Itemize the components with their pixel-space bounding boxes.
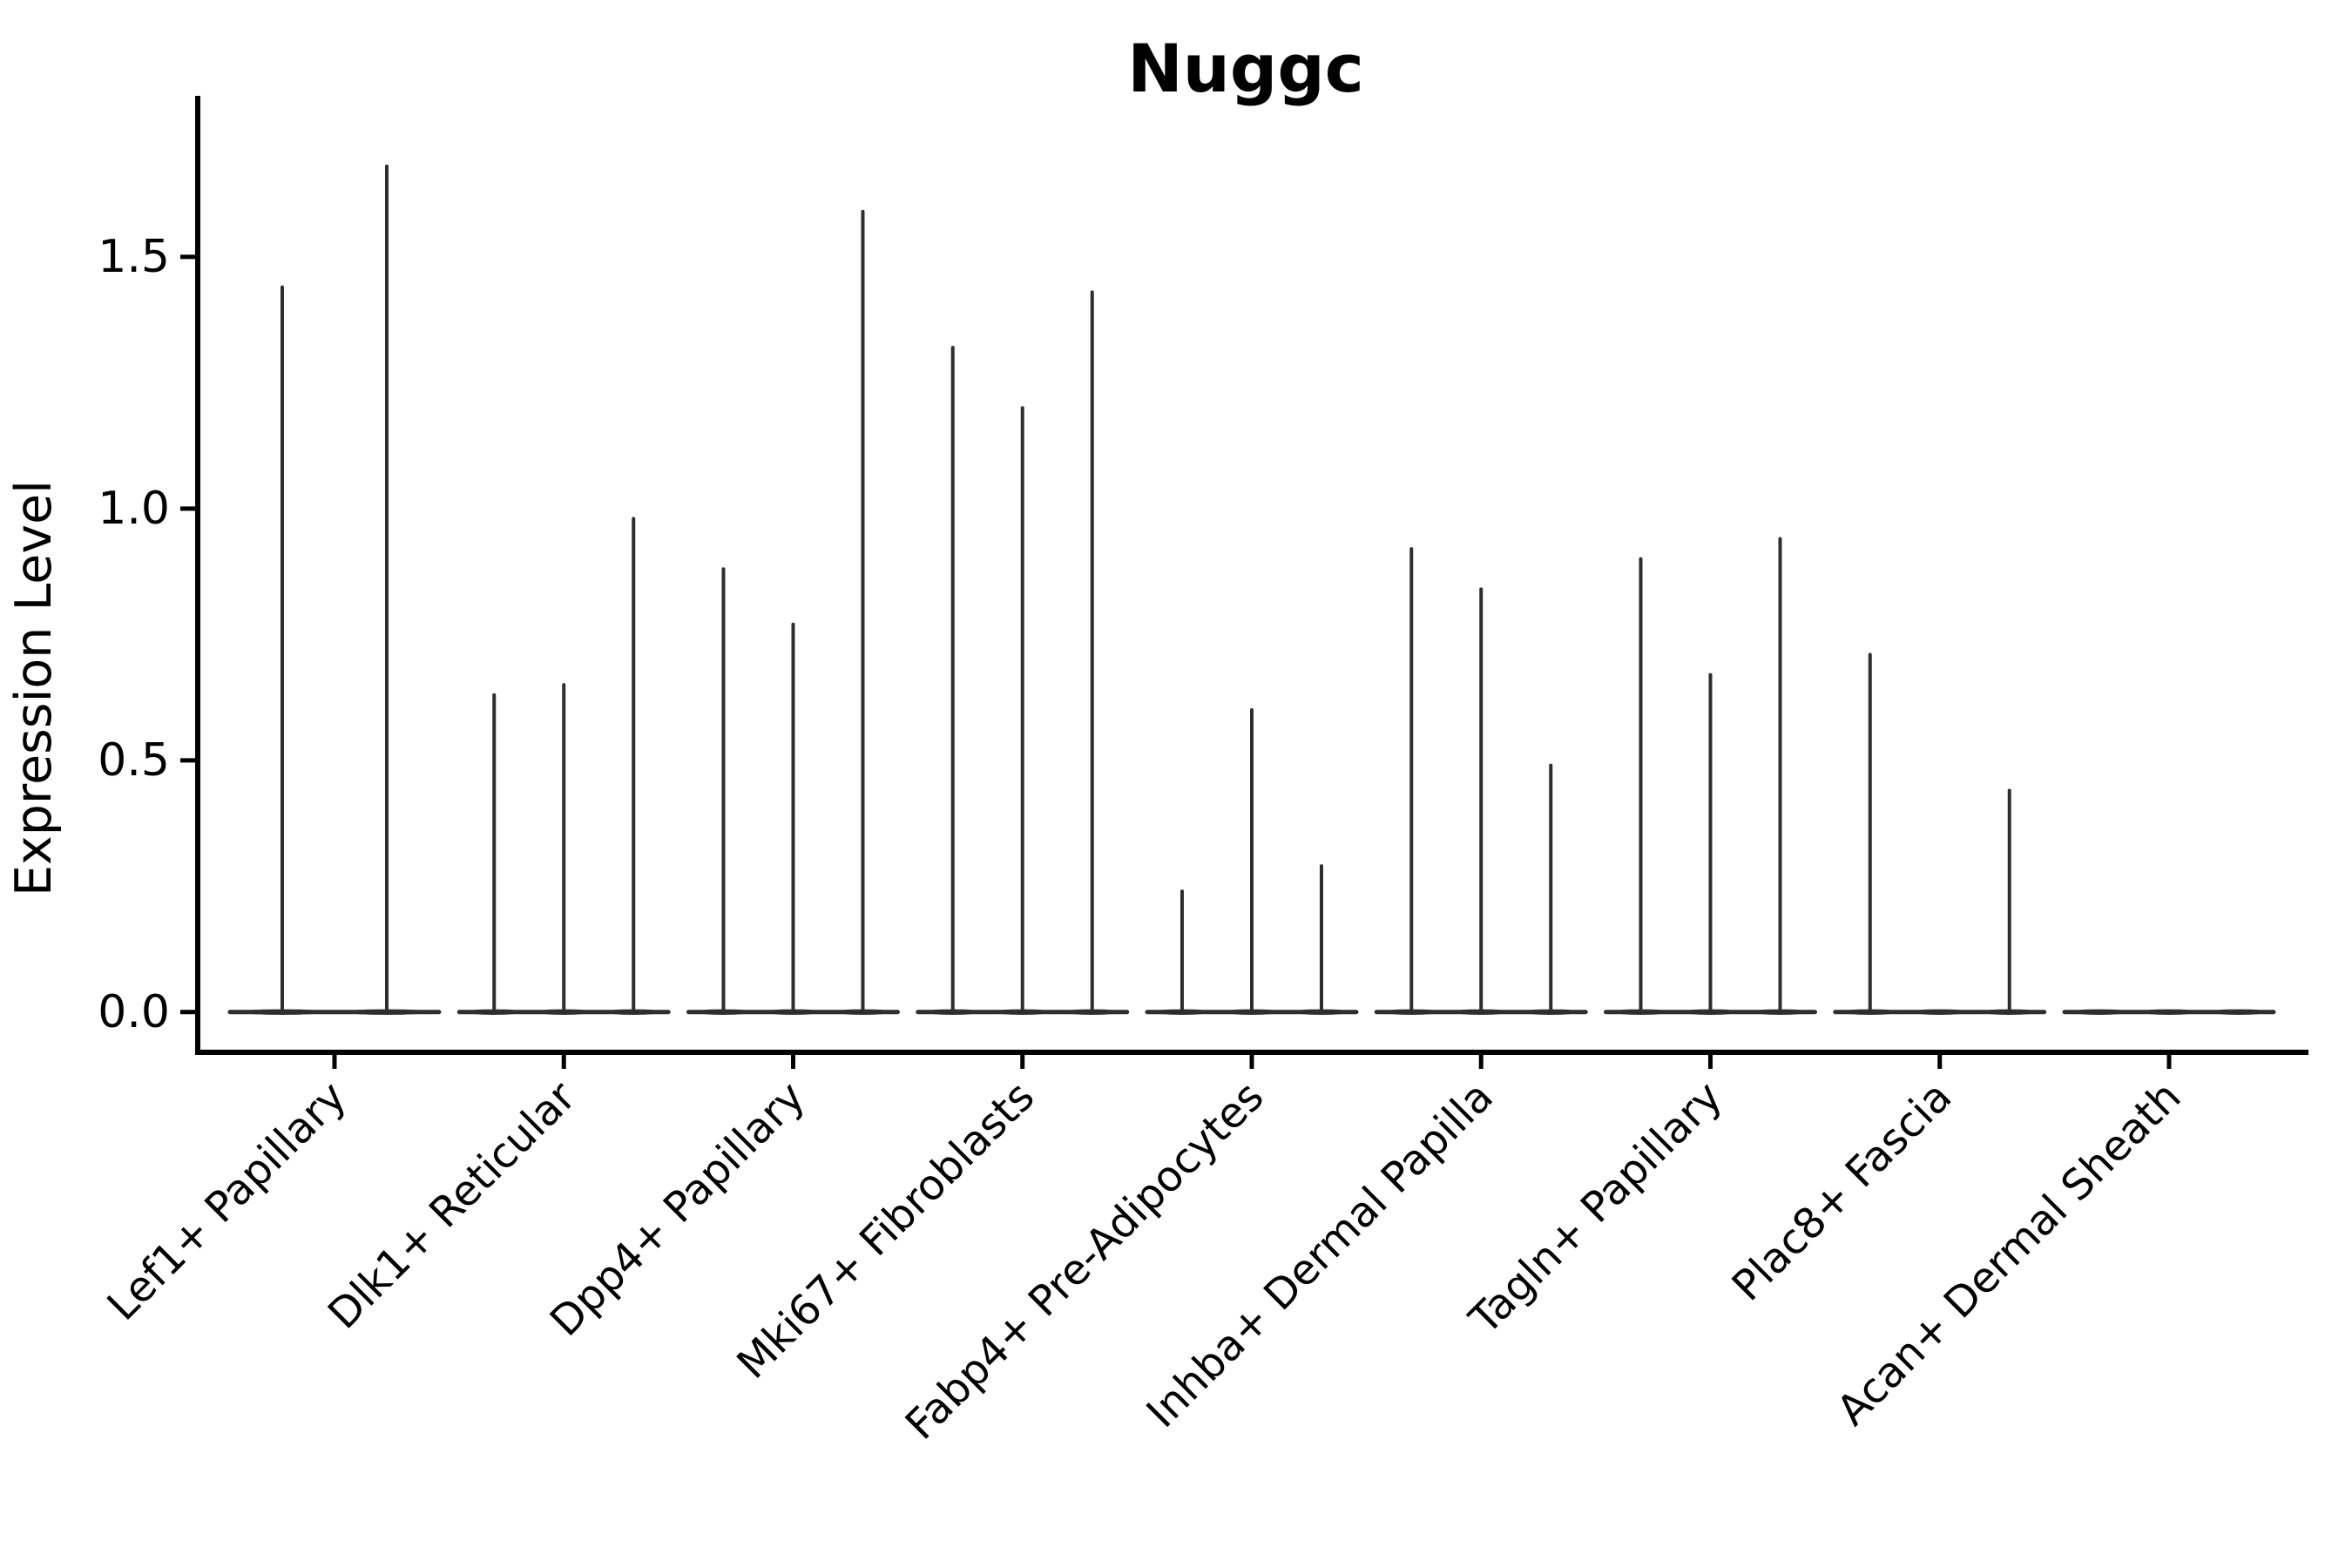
y-tick-label: 0.5 [98,734,170,787]
y-axis-label: Expression Level [5,480,63,896]
y-tick-label: 0.0 [98,986,170,1038]
violin-group-3 [686,209,900,1015]
violin-group-1 [227,164,442,1015]
x-tick-label-8: Plac8+ Fascia [1723,1072,1962,1311]
y-tick-label: 1.5 [98,231,170,283]
violin-bulge [1910,1009,1970,1015]
violin-group-9 [2062,1009,2276,1015]
violin-bulge [2139,1009,2199,1015]
x-tick-label-2: Dlk1+ Reticular [319,1072,585,1339]
violin-group-8 [1833,652,2047,1015]
violins-layer [227,164,2276,1015]
violin-group-5 [1145,708,1359,1015]
x-tick-label-1: Lef1+ Papillary [98,1072,356,1330]
violin-group-2 [456,517,671,1015]
x-tick-label-7: Tagln+ Papillary [1460,1072,1732,1344]
y-tick-label: 1.0 [98,483,170,535]
chart-title: Nuggc [1127,30,1364,107]
violin-group-7 [1604,537,1817,1015]
violin-group-4 [916,290,1130,1015]
violin-bulge [2070,1009,2129,1015]
violin-bulge [2209,1009,2268,1015]
x-tick-label-3: Dpp4+ Papillary [541,1072,814,1346]
violin-group-6 [1374,547,1588,1015]
